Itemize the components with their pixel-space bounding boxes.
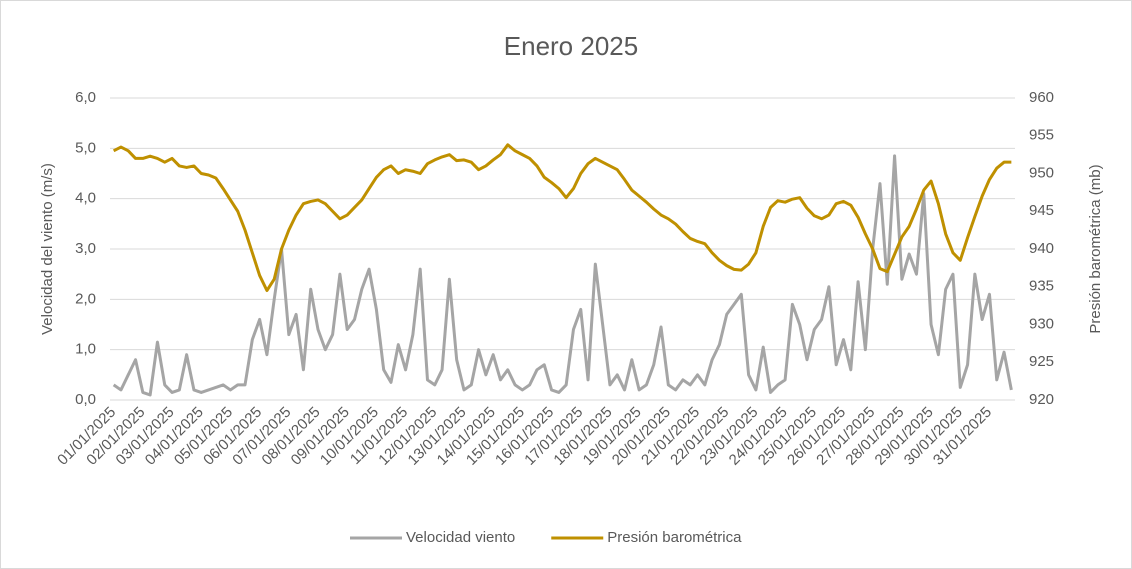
series-line [112, 143, 1012, 293]
y-tick-label: 0,0 [75, 391, 96, 408]
y2-tick-label: 935 [1029, 278, 1054, 295]
y-tick-label: 2,0 [75, 290, 96, 307]
y2-tick-label: 955 [1029, 127, 1054, 144]
legend-label: Presión barométrica [607, 529, 742, 546]
y2-axis-label: Presión barométrica (mb) [1087, 164, 1104, 333]
series-line [112, 154, 1013, 397]
y-axis-label: Velocidad del viento (m/s) [39, 163, 56, 335]
y-tick-label: 6,0 [75, 89, 96, 106]
y2-tick-label: 920 [1029, 391, 1054, 408]
y-tick-label: 4,0 [75, 190, 96, 207]
y2-tick-label: 945 [1029, 202, 1054, 219]
y2-tick-label: 950 [1029, 164, 1054, 181]
legend-label: Velocidad viento [406, 529, 515, 546]
y2-tick-label: 930 [1029, 315, 1054, 332]
y-tick-label: 1,0 [75, 341, 96, 358]
y-tick-label: 3,0 [75, 240, 96, 257]
y-tick-label: 5,0 [75, 139, 96, 156]
y2-tick-label: 960 [1029, 89, 1054, 106]
y2-tick-label: 925 [1029, 353, 1054, 370]
y2-tick-label: 940 [1029, 240, 1054, 257]
chart-title: Enero 2025 [504, 31, 638, 61]
